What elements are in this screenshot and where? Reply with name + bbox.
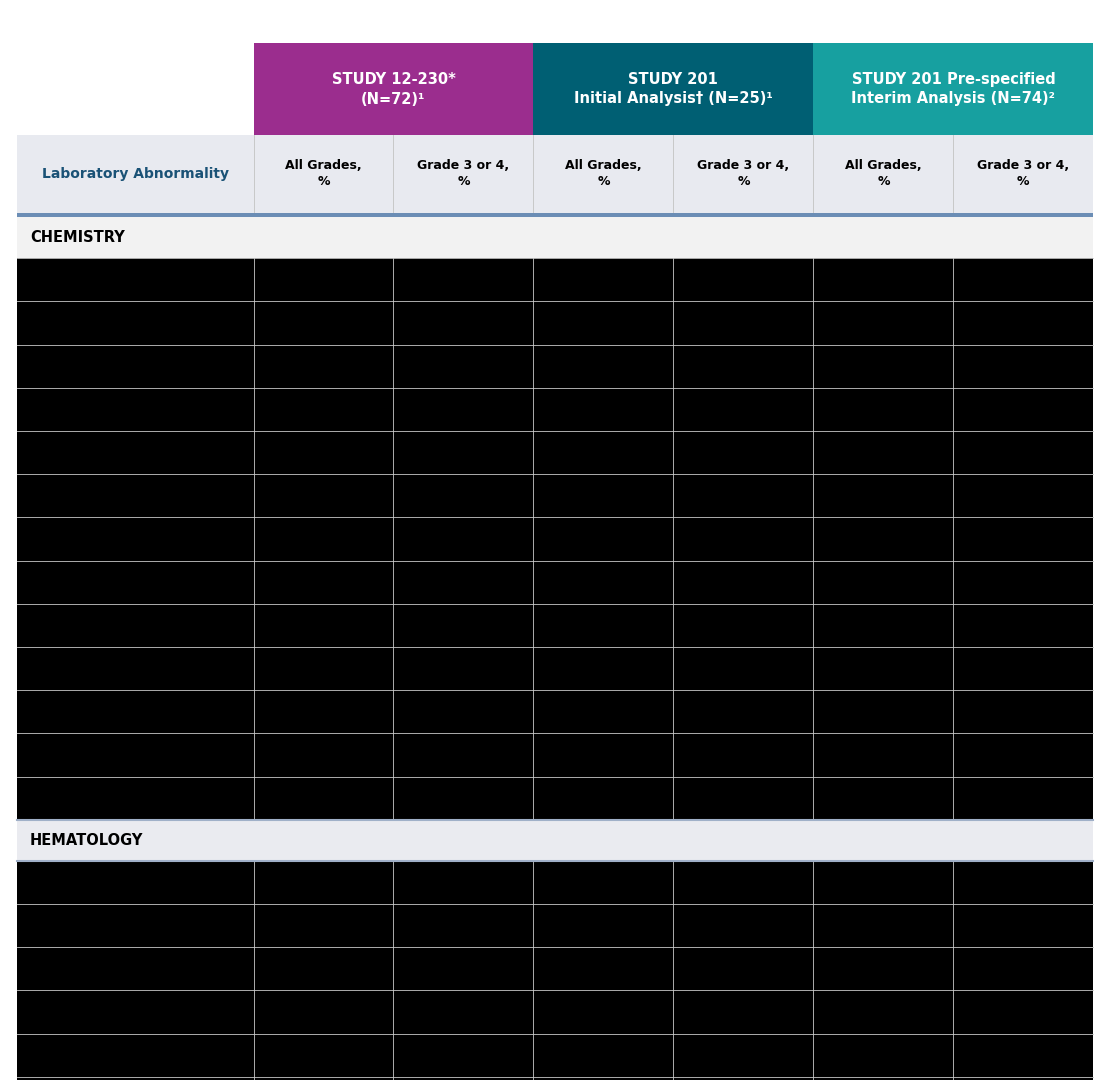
Bar: [17, 861, 1093, 904]
Bar: [17, 733, 1093, 777]
Bar: [17, 690, 1093, 733]
Bar: [17, 388, 1093, 431]
Bar: [17, 135, 1093, 213]
Text: Grade 3 or 4,
%: Grade 3 or 4, %: [977, 160, 1069, 188]
Bar: [17, 474, 1093, 517]
Bar: [17, 213, 1093, 217]
Bar: [17, 604, 1093, 647]
Bar: [0, 0, 1110, 43]
Bar: [17, 1077, 1093, 1080]
Bar: [17, 947, 1093, 990]
Bar: [17, 345, 1093, 388]
Bar: [17, 301, 1093, 345]
Bar: [17, 820, 1093, 861]
Text: STUDY 12-230*
(N=72)¹: STUDY 12-230* (N=72)¹: [332, 71, 455, 107]
Bar: [17, 777, 1093, 820]
Text: All Grades,
%: All Grades, %: [565, 160, 642, 188]
Text: Grade 3 or 4,
%: Grade 3 or 4, %: [417, 160, 509, 188]
Bar: [17, 647, 1093, 690]
Bar: [17, 217, 1093, 258]
Text: CHEMISTRY: CHEMISTRY: [30, 230, 124, 245]
Bar: [17, 43, 253, 135]
Text: All Grades,
%: All Grades, %: [845, 160, 921, 188]
Text: HEMATOLOGY: HEMATOLOGY: [30, 833, 143, 848]
Bar: [534, 43, 814, 135]
Bar: [17, 990, 1093, 1034]
Bar: [253, 43, 534, 135]
Bar: [17, 1034, 1093, 1077]
Bar: [17, 904, 1093, 947]
Bar: [17, 258, 1093, 301]
Bar: [17, 517, 1093, 561]
Bar: [814, 43, 1093, 135]
Text: STUDY 201
Initial Analysis† (N=25)¹: STUDY 201 Initial Analysis† (N=25)¹: [574, 71, 773, 107]
Text: All Grades,
%: All Grades, %: [285, 160, 362, 188]
Bar: [17, 561, 1093, 604]
Text: STUDY 201 Pre-specified
Interim Analysis (N=74)²: STUDY 201 Pre-specified Interim Analysis…: [851, 71, 1056, 107]
Text: Grade 3 or 4,
%: Grade 3 or 4, %: [697, 160, 789, 188]
Bar: [17, 431, 1093, 474]
Text: Laboratory Abnormality: Laboratory Abnormality: [41, 167, 229, 180]
